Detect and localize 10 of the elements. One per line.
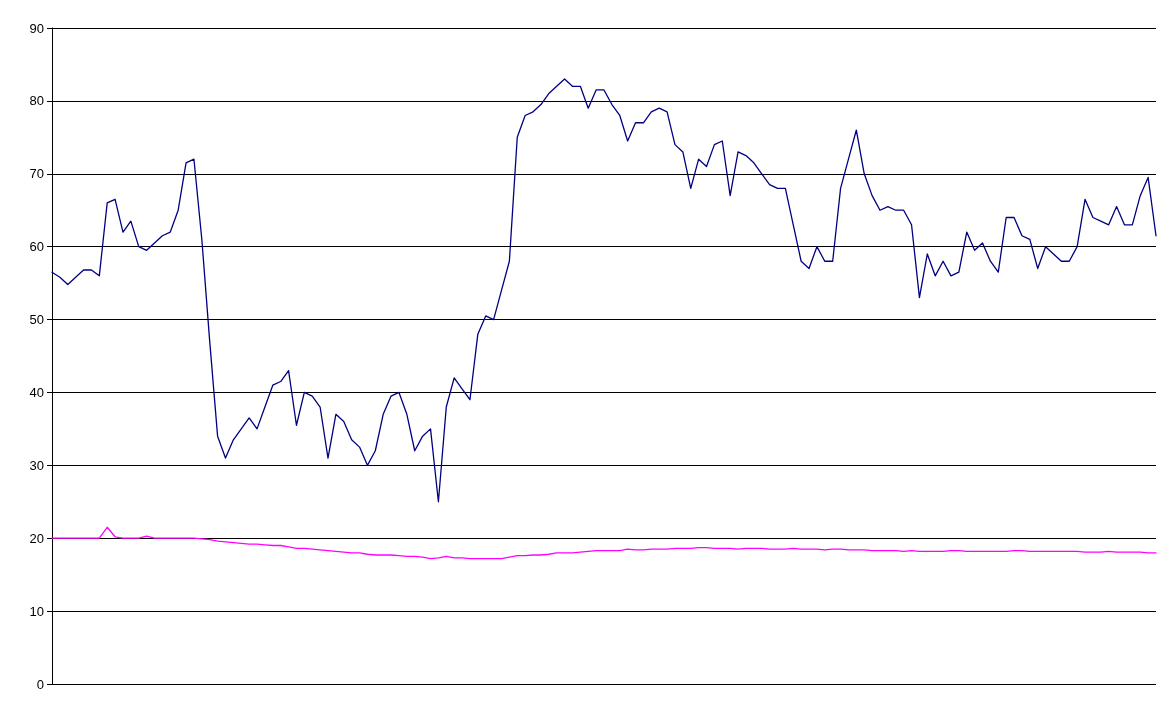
y-tick-label: 80 <box>29 93 44 109</box>
y-tick-label: 70 <box>29 166 44 182</box>
y-tick-label: 50 <box>29 312 44 328</box>
y-tick-label: 0 <box>36 676 44 692</box>
y-tick-label: 40 <box>29 384 44 400</box>
y-tick-label: 60 <box>29 239 44 255</box>
y-tick-label: 30 <box>29 457 44 473</box>
y-tick-label: 10 <box>29 603 44 619</box>
y-tick-label: 90 <box>29 20 44 36</box>
y-tick-label: 20 <box>29 530 44 546</box>
